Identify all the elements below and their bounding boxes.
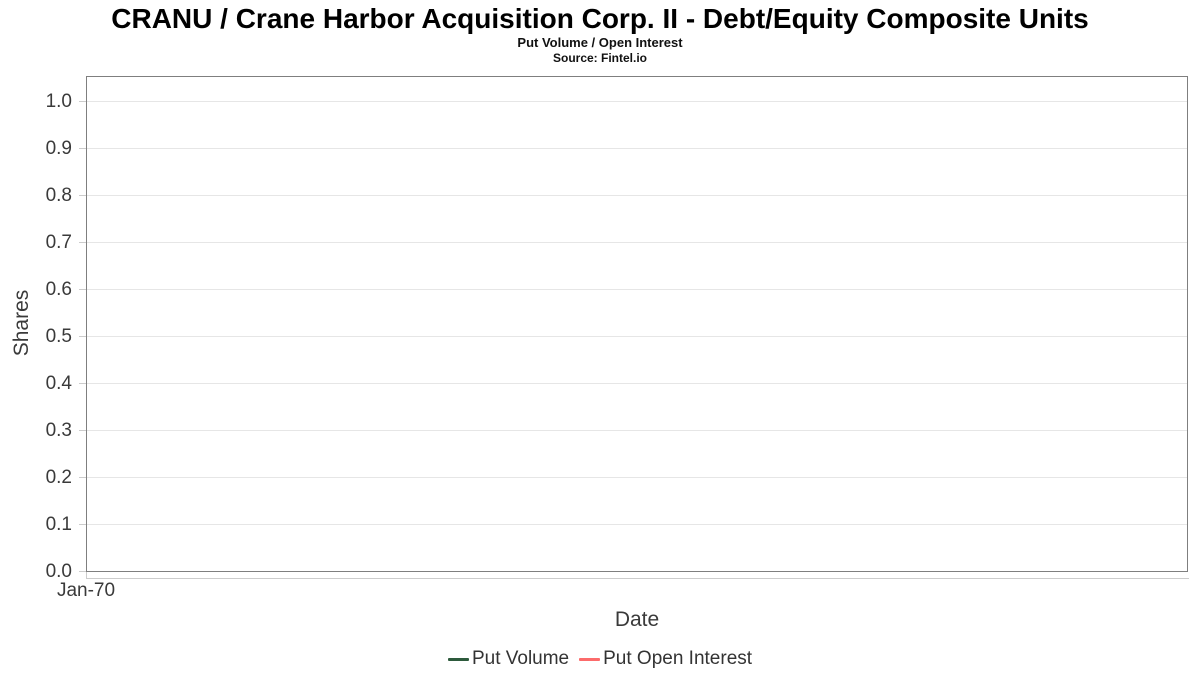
y-tick-label: 0.2: [45, 467, 72, 488]
gridline: [87, 101, 1187, 102]
y-tick-label: 0.0: [45, 561, 72, 582]
legend-item-put-open-interest[interactable]: Put Open Interest: [579, 648, 752, 670]
y-axis-title: Shares: [10, 289, 33, 357]
chart-title: CRANU / Crane Harbor Acquisition Corp. I…: [111, 3, 1089, 34]
y-tick-mark: [79, 148, 86, 149]
legend: Put Volume Put Open Interest: [0, 646, 1200, 672]
y-tick-label: 0.9: [45, 138, 72, 159]
y-tick-label: 0.8: [45, 185, 72, 206]
y-tick-mark: [79, 477, 86, 478]
y-tick-label: 0.4: [45, 373, 72, 394]
y-tick-label: 0.1: [45, 514, 72, 535]
y-tick-label: 0.5: [45, 326, 72, 347]
gridline: [87, 289, 1187, 290]
gridline: [87, 148, 1187, 149]
gridline: [87, 195, 1187, 196]
y-tick-mark: [79, 524, 86, 525]
y-tick-label: 1.0: [45, 91, 72, 112]
chart-subtitle: Put Volume / Open Interest: [517, 35, 683, 50]
legend-line-icon: [447, 657, 469, 661]
x-tick-label: Jan-70: [56, 580, 116, 601]
legend-item-put-volume[interactable]: Put Volume: [447, 648, 570, 670]
gridline: [87, 430, 1187, 431]
y-tick-mark: [79, 101, 86, 102]
y-tick-label: 0.7: [45, 232, 72, 253]
gridline: [87, 242, 1187, 243]
y-tick-mark: [79, 336, 86, 337]
y-tick-label: 0.3: [45, 420, 72, 441]
y-axis-ticks: 0.0 0.1 0.2 0.3 0.4 0.5 0.6 0.7 0.8 0.9 1.0: [0, 76, 86, 582]
x-axis-title: Date: [614, 608, 660, 631]
gridline: [87, 383, 1187, 384]
y-tick-mark: [79, 195, 86, 196]
y-tick-label: 0.6: [45, 279, 72, 300]
y-tick-mark: [79, 571, 86, 572]
gridline: [87, 477, 1187, 478]
gridline: [87, 524, 1187, 525]
y-tick-mark: [79, 242, 86, 243]
gridline: [87, 336, 1187, 337]
plot-area: [86, 76, 1188, 572]
x-axis-line: [86, 578, 1189, 579]
x-tick-mark: [86, 572, 87, 579]
legend-line-icon: [579, 657, 601, 661]
y-tick-mark: [79, 430, 86, 431]
legend-label: Put Volume: [471, 648, 570, 669]
legend-label: Put Open Interest: [603, 648, 753, 669]
y-tick-mark: [79, 383, 86, 384]
chart-source: Source: Fintel.io: [552, 51, 647, 65]
y-tick-mark: [79, 289, 86, 290]
